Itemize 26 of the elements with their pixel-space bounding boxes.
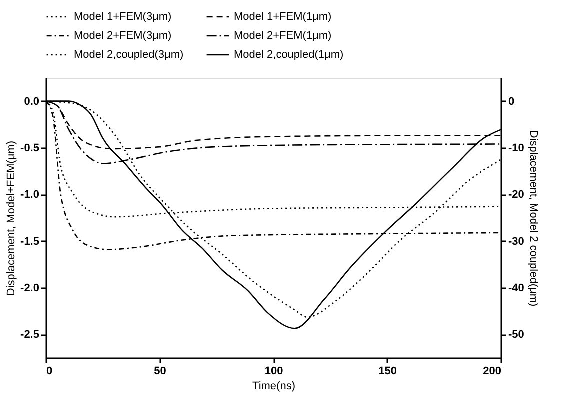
- y-tick-label: 0.0: [24, 96, 40, 108]
- y2-tick-label: -10: [508, 142, 524, 154]
- y2-tick-label: -40: [508, 282, 524, 294]
- legend-label: Model 2+FEM(1μm): [234, 30, 332, 42]
- x-tick-label: 150: [378, 366, 397, 378]
- x-axis-title: Time(ns): [252, 380, 296, 392]
- y2-axis-title: Displacement, Model 2 coupled(μm): [527, 130, 540, 307]
- legend-label: Model 1+FEM(3μm): [74, 11, 172, 23]
- y-tick-label: -2.0: [20, 282, 40, 294]
- x-tick-label: 50: [154, 366, 166, 378]
- y2-tick-label: -20: [508, 189, 524, 202]
- x-tick-label: 200: [483, 366, 502, 378]
- y-tick-label: -2.5: [20, 329, 40, 342]
- y-tick-label: -1.0: [20, 189, 40, 202]
- y-tick-label: -1.5: [20, 236, 40, 248]
- y2-tick-label: -50: [508, 329, 524, 342]
- legend-label: Model 2,coupled(3μm): [74, 49, 184, 61]
- y2-tick-label: -30: [508, 236, 524, 248]
- legend-label: Model 2,coupled(1μm): [234, 49, 344, 61]
- y2-tick-label: 0: [508, 96, 515, 108]
- legend-label: Model 1+FEM(1μm): [234, 11, 332, 23]
- x-tick-label: 0: [46, 366, 53, 378]
- legend-label: Model 2+FEM(3μm): [74, 30, 172, 42]
- x-tick-label: 100: [264, 366, 284, 378]
- y-axis-title: Displacement, Model+FEM(μm): [6, 140, 18, 296]
- y-tick-label: -0.5: [20, 142, 40, 154]
